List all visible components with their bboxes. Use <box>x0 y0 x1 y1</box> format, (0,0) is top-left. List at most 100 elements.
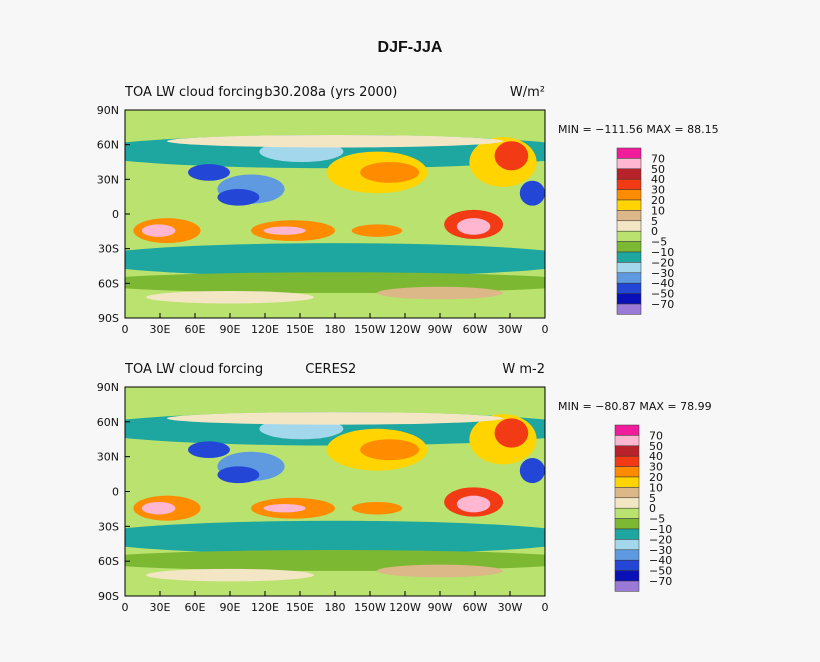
colorbar-box <box>614 424 640 436</box>
contour-region <box>377 286 503 300</box>
colorbar-label: 10 <box>651 204 665 217</box>
colorbar-box <box>614 570 640 582</box>
colorbar-label: 10 <box>649 481 663 494</box>
x-tick-label: 0 <box>542 323 549 336</box>
contour-region <box>125 272 545 294</box>
contour-region <box>456 218 491 235</box>
colorbar-box <box>614 497 640 509</box>
colorbar-label: 40 <box>651 173 665 186</box>
figure-title: DJF-JJA <box>378 39 443 56</box>
x-tick-label: 60E <box>185 323 206 336</box>
colorbar-label: −30 <box>649 544 672 557</box>
y-tick-label: 90S <box>98 590 119 603</box>
colorbar-box <box>614 539 640 551</box>
colorbar-box <box>616 199 642 211</box>
colorbar-box <box>616 178 642 190</box>
colorbar-label: 30 <box>651 184 665 197</box>
contour-region <box>146 568 314 582</box>
colorbar-label: −20 <box>651 256 674 269</box>
contour-region <box>217 466 260 484</box>
x-tick-label: 180 <box>325 323 346 336</box>
colorbar-label: 0 <box>651 225 658 238</box>
colorbar-box <box>616 303 642 315</box>
colorbar-label: −50 <box>649 565 672 578</box>
colorbar-label: 70 <box>649 429 663 442</box>
y-tick-label: 90S <box>98 312 119 325</box>
x-tick-label: 0 <box>122 601 129 614</box>
x-tick-label: 30E <box>150 323 171 336</box>
colorbar-box <box>614 445 640 457</box>
colorbar-label: −10 <box>649 523 672 536</box>
x-tick-label: 30E <box>150 601 171 614</box>
colorbar-label: 20 <box>649 471 663 484</box>
colorbar-label: −70 <box>649 575 672 588</box>
min-max: MIN = −111.56 MAX = 88.15 <box>558 123 719 136</box>
y-tick-label: 30N <box>97 173 119 186</box>
colorbar-box <box>614 518 640 530</box>
colorbar-box <box>616 241 642 253</box>
y-tick-label: 30S <box>98 520 119 533</box>
colorbar-label: −10 <box>651 246 674 259</box>
panel-subtitle: b30.208a (yrs 2000) <box>264 85 397 100</box>
x-tick-label: 0 <box>542 601 549 614</box>
contour-region <box>360 439 419 461</box>
contour-region <box>494 418 529 448</box>
colorbar-box <box>616 282 642 294</box>
contours <box>125 387 545 596</box>
y-tick-label: 90N <box>97 104 119 117</box>
contour-region <box>188 164 230 181</box>
y-tick-label: 60S <box>98 277 119 290</box>
contours <box>125 110 545 318</box>
x-tick-label: 120E <box>251 323 279 336</box>
x-tick-label: 150W <box>354 601 386 614</box>
colorbar-label: −5 <box>651 236 667 249</box>
colorbar-label: 50 <box>649 440 663 453</box>
panel-title: TOA LW cloud forcing <box>124 362 263 377</box>
y-tick-label: 30N <box>97 451 119 464</box>
colorbar-label: −5 <box>649 513 665 526</box>
x-tick-label: 120E <box>251 601 279 614</box>
colorbar-box <box>614 487 640 499</box>
contour-region <box>351 224 403 237</box>
colorbar-label: −50 <box>651 288 674 301</box>
colorbar-box <box>616 262 642 274</box>
colorbar-box <box>616 158 642 170</box>
contour-region <box>167 412 503 425</box>
x-tick-label: 60W <box>463 601 488 614</box>
y-tick-label: 60N <box>97 416 119 429</box>
colorbar-box <box>616 272 642 284</box>
contour-region <box>263 504 306 513</box>
colorbar-box <box>614 476 640 488</box>
colorbar-box <box>614 435 640 447</box>
x-tick-label: 150W <box>354 323 386 336</box>
colorbar-box <box>616 147 642 159</box>
colorbar-box <box>614 528 640 540</box>
y-tick-label: 0 <box>112 208 119 221</box>
colorbar-label: −40 <box>649 554 672 567</box>
colorbar-box <box>616 220 642 232</box>
contour-region <box>167 134 503 148</box>
x-tick-label: 150E <box>286 323 314 336</box>
colorbar-box <box>616 189 642 201</box>
contour-region <box>141 501 176 515</box>
contour-region <box>377 564 503 578</box>
colorbar-box <box>614 549 640 561</box>
y-tick-label: 30S <box>98 243 119 256</box>
colorbar-label: 0 <box>649 502 656 515</box>
colorbar-box <box>614 466 640 478</box>
colorbar-label: 40 <box>649 450 663 463</box>
y-tick-label: 0 <box>112 486 119 499</box>
x-tick-label: 0 <box>122 323 129 336</box>
panel-units: W/m² <box>510 85 545 100</box>
x-tick-label: 90W <box>428 601 453 614</box>
contour-region <box>519 180 545 206</box>
colorbar-label: 20 <box>651 194 665 207</box>
contour-region <box>125 550 545 571</box>
colorbar-label: 30 <box>649 461 663 474</box>
colorbar-label: 70 <box>651 152 665 165</box>
contour-region <box>125 243 545 277</box>
x-tick-label: 120W <box>389 323 421 336</box>
x-tick-label: 60E <box>185 601 206 614</box>
colorbar-box <box>614 455 640 467</box>
x-tick-label: 90E <box>220 323 241 336</box>
